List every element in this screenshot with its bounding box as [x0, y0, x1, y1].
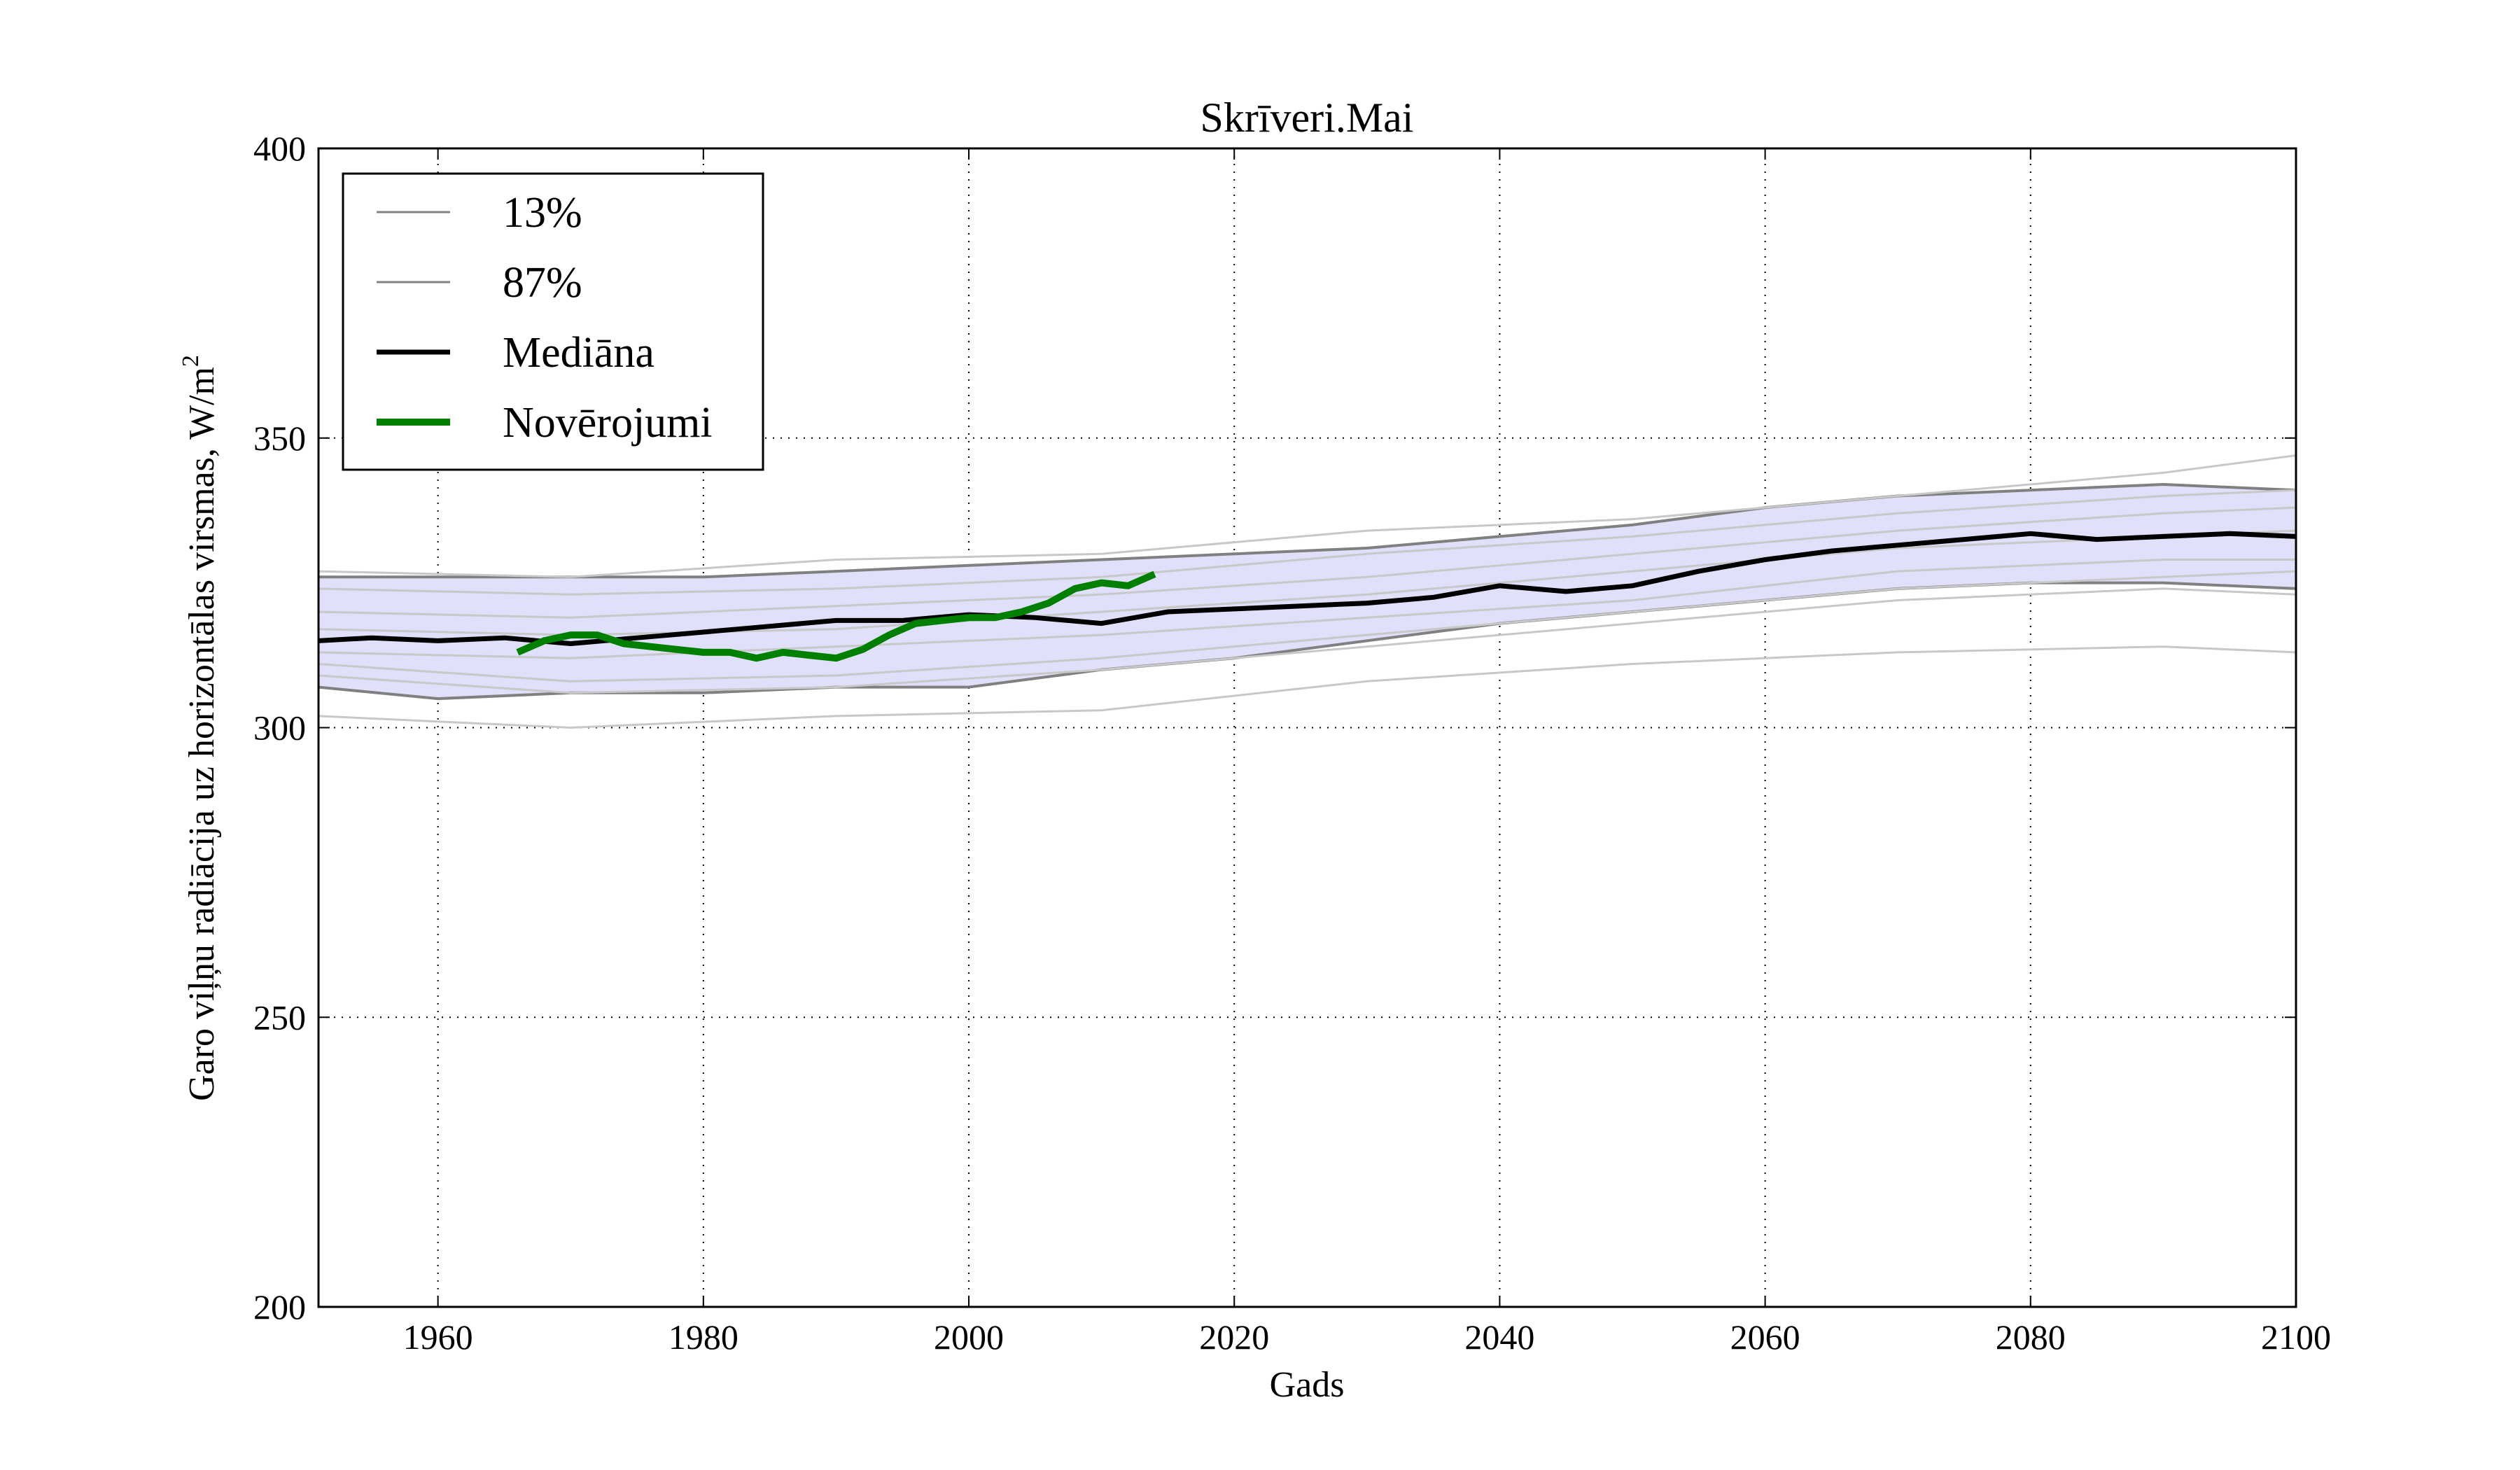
y-tick-label: 250: [253, 997, 306, 1037]
ensemble-member-line: [318, 454, 2296, 578]
y-tick-label: 300: [253, 708, 306, 748]
y-axis-label-superscript: 2: [178, 355, 204, 367]
y-tick-label: 200: [253, 1287, 306, 1326]
ensemble-member-line: [318, 587, 2296, 694]
ensemble-member-line: [318, 645, 2296, 729]
observations-line: [516, 570, 1156, 662]
x-tick-label: 2060: [1730, 1317, 1800, 1357]
ensemble-member-line: [318, 570, 2296, 682]
x-tick-label: 1980: [668, 1317, 738, 1357]
y-axis-label: Garo viļņu radiācija uz horizontālas vir…: [178, 355, 222, 1101]
ensemble-lines: [318, 454, 2296, 729]
band-fill: [318, 484, 2296, 699]
y-tick-label: 350: [253, 419, 306, 458]
x-tick-label: 2040: [1464, 1317, 1534, 1357]
chart-title: Skrīveri.Mai: [1200, 94, 1414, 141]
series-lines: [318, 531, 2296, 662]
ensemble-member-line: [318, 506, 2296, 619]
x-tick-label: 2100: [2261, 1317, 2331, 1357]
x-axis-label: Gads: [1270, 1365, 1345, 1405]
y-tick-label: 400: [253, 129, 306, 168]
legend: 13% 87% Mediāna Novērojumi: [342, 172, 764, 471]
ensemble-member-line: [318, 489, 2296, 596]
axis-ticks: 1960 1980 2000 2020 2040 2060 2080 2100 200 250 30…: [253, 129, 2331, 1357]
band-upper-line: [318, 482, 2296, 579]
x-tick-label: 2080: [1996, 1317, 2066, 1357]
ensemble-member-line: [318, 559, 2296, 659]
y-axis-label-text: Garo viļņu radiācija uz horizontālas vir…: [182, 367, 222, 1101]
legend-label-observations: Novērojumi: [503, 399, 713, 447]
legend-label-13: 13%: [503, 189, 582, 237]
median-line: [318, 531, 2296, 646]
legend-label-87: 87%: [503, 259, 582, 307]
x-tick-label: 1960: [403, 1317, 473, 1357]
legend-label-median: Mediāna: [503, 329, 654, 377]
ensemble-member-line: [318, 529, 2296, 636]
x-tick-label: 2000: [934, 1317, 1004, 1357]
x-tick-label: 2020: [1199, 1317, 1269, 1357]
